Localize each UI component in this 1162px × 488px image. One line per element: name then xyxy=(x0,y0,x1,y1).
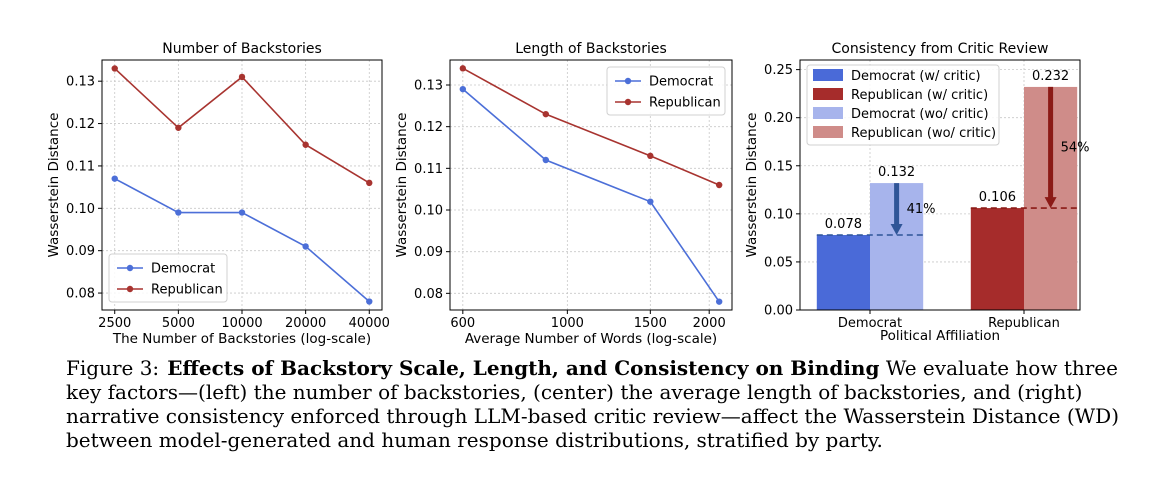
bar-value-label: 0.232 xyxy=(1032,69,1069,84)
legend-swatch-marker xyxy=(624,77,632,85)
bar-value-label: 0.078 xyxy=(825,217,862,232)
y-axis-label: Wasserstein Distance xyxy=(394,113,410,258)
x-tick-label: 20000 xyxy=(285,316,326,331)
x-tick-label: 40000 xyxy=(349,316,390,331)
y-axis-label: Wasserstein Distance xyxy=(46,113,62,258)
data-point-republican xyxy=(111,65,118,72)
chart-number-of-backstories: 0.08 0.09 0.10 0.11 0.12 0.13 2500 5000 10000 200… xyxy=(46,41,390,347)
legend-swatch xyxy=(813,88,843,100)
y-axis-label: Wasserstein Distance xyxy=(744,113,760,258)
data-point-democrat xyxy=(647,198,654,205)
y-tick-label: 0.10 xyxy=(66,202,95,217)
y-tick-label: 0.12 xyxy=(66,117,95,132)
legend-box xyxy=(806,64,1000,146)
data-point-republican xyxy=(715,181,723,189)
data-point-democrat xyxy=(238,209,246,216)
y-tick-label: 0.09 xyxy=(66,244,95,259)
y-tick-label: 0.00 xyxy=(764,304,793,319)
legend-label-1: Republican (w/ critic) xyxy=(851,88,988,103)
reduction-percent-label: 41% xyxy=(907,202,936,217)
legend-swatch xyxy=(813,126,843,138)
legend-box xyxy=(606,66,726,116)
chart-consistency-critic-review: 0.00 0.05 0.10 0.15 0.20 0.25 Consistency from… xyxy=(744,41,1090,344)
legend-label-0: Democrat (w/ critic) xyxy=(851,69,981,84)
x-tick-label: Republican xyxy=(988,316,1060,331)
y-tick-label: 0.25 xyxy=(764,63,793,78)
bar-republican-w-critic- xyxy=(970,208,1024,310)
data-point-democrat xyxy=(459,85,467,93)
legend-label-republican: Republican xyxy=(649,96,721,111)
legend-swatch-marker xyxy=(126,285,134,293)
data-point-republican xyxy=(647,152,654,160)
x-tick-label: 2500 xyxy=(98,316,131,331)
data-point-democrat xyxy=(366,298,373,305)
plot-title: Consistency from Critic Review xyxy=(831,41,1048,57)
y-tick-label: 0.12 xyxy=(414,120,443,135)
chart-length-of-backstories: 0.08 0.09 0.10 0.11 0.12 0.13 600 1000 1500 2000A… xyxy=(394,41,733,347)
data-point-democrat xyxy=(111,175,118,182)
reduction-percent-label: 54% xyxy=(1061,141,1090,156)
reduction-arrow-head xyxy=(890,224,903,235)
data-point-republican xyxy=(238,73,246,81)
reduction-arrow-head xyxy=(1044,197,1057,209)
x-tick-label: 600 xyxy=(450,316,475,331)
data-point-democrat xyxy=(715,298,723,305)
bar-democrat-w-critic- xyxy=(816,235,870,310)
x-tick-label: 10000 xyxy=(221,316,262,331)
y-tick-label: 0.05 xyxy=(764,255,793,270)
legend-label-democrat: Democrat xyxy=(151,262,215,277)
legend-swatch xyxy=(813,69,843,81)
data-point-republican xyxy=(366,179,373,187)
bar-value-label: 0.132 xyxy=(878,165,915,180)
y-tick-label: 0.09 xyxy=(414,245,443,260)
data-point-republican xyxy=(302,141,309,148)
x-tick-label: Democrat xyxy=(838,316,902,331)
y-tick-label: 0.10 xyxy=(414,204,443,219)
data-point-democrat xyxy=(302,243,309,250)
data-point-republican xyxy=(542,110,549,118)
caption-bold-title: Effects of Backstory Scale, Length, and … xyxy=(167,356,880,380)
caption-body: We evaluate how three key factors—(left)… xyxy=(66,356,1120,452)
y-tick-label: 0.13 xyxy=(66,75,95,90)
legend-label-republican: Republican xyxy=(151,283,223,298)
legend-label-3: Republican (wo/ critic) xyxy=(851,126,996,141)
legend-swatch-marker xyxy=(624,98,632,106)
x-tick-label: 5000 xyxy=(162,316,195,331)
legend-label-democrat: Democrat xyxy=(649,75,713,90)
y-tick-label: 0.13 xyxy=(414,79,443,94)
x-tick-label: 2000 xyxy=(693,316,726,331)
y-tick-label: 0.11 xyxy=(66,159,95,174)
figure-caption: Figure 3: Effects of Backstory Scale, Len… xyxy=(66,356,1136,452)
series-line-republican xyxy=(462,67,720,186)
y-tick-label: 0.08 xyxy=(66,287,95,302)
data-point-republican xyxy=(459,65,467,72)
plot-frame xyxy=(799,59,1081,311)
data-point-republican xyxy=(175,124,182,131)
plot-frame xyxy=(101,59,383,311)
plot-frame xyxy=(449,59,733,311)
x-axis-label: The Number of Backstories (log-scale) xyxy=(112,331,371,347)
data-point-democrat xyxy=(542,156,549,164)
x-tick-label: 1500 xyxy=(634,316,667,331)
legend-label-2: Democrat (wo/ critic) xyxy=(851,107,989,122)
legend-box xyxy=(108,253,228,303)
caption-figure-number: Figure 3: xyxy=(66,356,160,380)
legend-swatch-marker xyxy=(126,264,134,272)
x-axis-label: Political Affiliation xyxy=(880,328,1000,344)
data-point-democrat xyxy=(175,209,182,216)
y-tick-label: 0.10 xyxy=(764,207,793,222)
x-tick-label: 1000 xyxy=(551,316,584,331)
x-axis-label: Average Number of Words (log-scale) xyxy=(465,331,717,347)
plot-title: Number of Backstories xyxy=(162,41,322,57)
y-tick-label: 0.15 xyxy=(764,159,793,174)
y-tick-label: 0.11 xyxy=(414,162,443,177)
plot-title: Length of Backstories xyxy=(515,41,667,57)
y-tick-label: 0.08 xyxy=(414,287,443,302)
series-line-democrat xyxy=(462,88,720,303)
legend-swatch xyxy=(813,107,843,119)
bar-value-label: 0.106 xyxy=(979,190,1016,205)
y-tick-label: 0.20 xyxy=(764,111,793,126)
